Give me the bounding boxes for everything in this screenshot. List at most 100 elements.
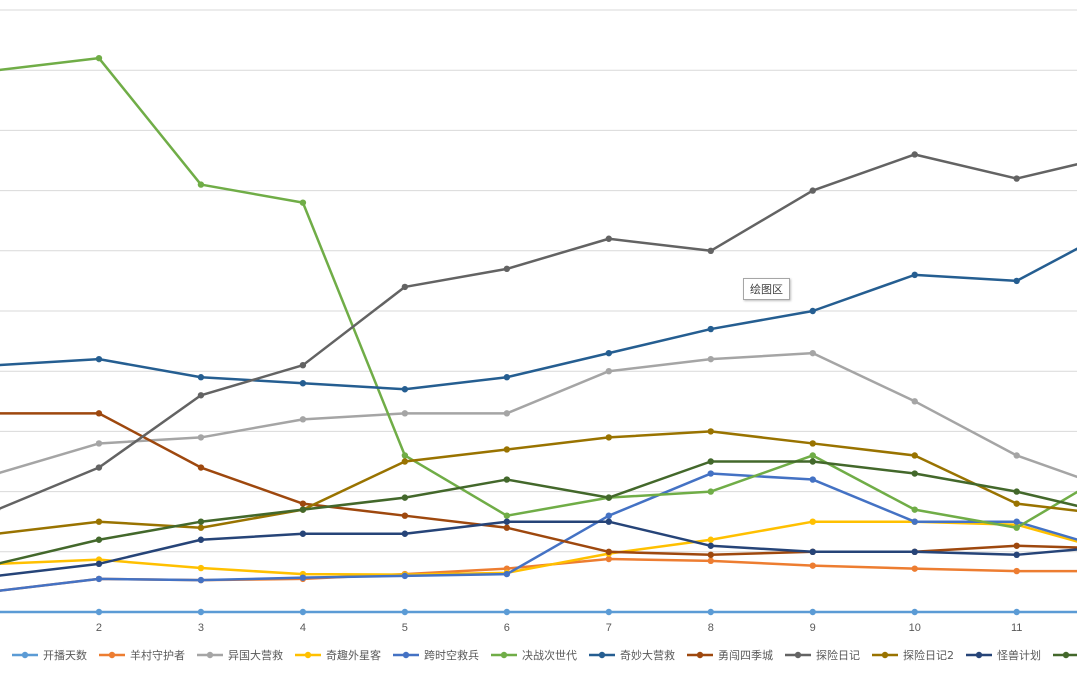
data-point xyxy=(707,470,714,477)
data-point xyxy=(911,608,918,616)
x-tick-label: 10 xyxy=(909,622,921,634)
legend-item: 探险日记2 xyxy=(872,648,954,662)
legend-label: 奇趣外星客 xyxy=(326,648,381,662)
data-point xyxy=(911,452,918,459)
data-point xyxy=(707,355,714,363)
legend-marker xyxy=(794,651,802,659)
series-lines xyxy=(0,54,1077,616)
data-point xyxy=(911,470,918,477)
data-point xyxy=(401,608,409,616)
data-point xyxy=(95,560,103,568)
legend-marker xyxy=(206,651,214,659)
data-point xyxy=(911,518,918,525)
data-point xyxy=(1013,567,1020,575)
data-point xyxy=(299,199,307,206)
legend-item: 探险日记 xyxy=(785,648,860,662)
data-point xyxy=(911,548,918,555)
data-point xyxy=(911,271,918,279)
series-line xyxy=(0,460,1077,565)
legend-marker xyxy=(881,651,889,659)
series-6 xyxy=(0,54,1077,531)
legend-label: 探险日记 xyxy=(816,648,860,662)
legend-item: 开播天数 xyxy=(12,648,87,662)
data-point xyxy=(809,458,816,465)
data-point xyxy=(809,562,816,569)
legend-label: 异国大营救 xyxy=(228,648,283,662)
data-point xyxy=(503,374,511,381)
data-point xyxy=(1013,452,1020,459)
series-10 xyxy=(0,428,1077,535)
legend-label: 奇妙大营救 xyxy=(620,648,675,662)
data-point xyxy=(911,398,918,405)
x-tick-label: 4 xyxy=(300,622,306,634)
data-point xyxy=(1013,488,1020,495)
series-line xyxy=(0,153,1077,510)
x-axis-ticks: 1234567891011 xyxy=(0,622,1022,634)
data-point xyxy=(401,494,409,501)
data-point xyxy=(809,476,816,483)
data-point xyxy=(95,410,103,417)
data-point xyxy=(605,349,613,357)
data-point xyxy=(299,574,307,581)
legend-marker xyxy=(500,651,508,659)
data-point xyxy=(197,518,205,525)
data-point xyxy=(605,494,613,501)
data-point xyxy=(1013,500,1020,507)
series-11 xyxy=(0,518,1077,577)
series-line xyxy=(0,56,1077,529)
legend-label: 开播天数 xyxy=(43,648,87,662)
legend-label: 勇闯四季城 xyxy=(718,648,773,662)
data-point xyxy=(299,416,307,423)
data-point xyxy=(503,265,511,273)
x-tick-label: 5 xyxy=(402,622,408,634)
data-point xyxy=(95,54,103,62)
legend-marker xyxy=(21,651,29,659)
data-point xyxy=(809,349,816,357)
data-point xyxy=(503,410,511,417)
data-point xyxy=(299,500,307,507)
data-point xyxy=(809,452,816,459)
data-point xyxy=(911,565,918,572)
series-1 xyxy=(0,608,1077,616)
data-point xyxy=(809,608,816,616)
x-tick-label: 7 xyxy=(606,622,612,634)
legend-item: 决战次世代 xyxy=(491,648,577,662)
data-point xyxy=(707,458,714,465)
series-5 xyxy=(0,470,1077,593)
data-point xyxy=(707,488,714,495)
legend-item: 奇妙大营救 xyxy=(589,648,675,662)
data-point xyxy=(707,428,714,435)
data-point xyxy=(401,283,409,291)
data-point xyxy=(605,555,613,563)
data-point xyxy=(197,608,205,616)
data-point xyxy=(605,512,613,519)
data-point xyxy=(95,575,103,583)
data-point xyxy=(95,355,103,363)
data-point xyxy=(401,386,409,393)
data-point xyxy=(1013,518,1020,525)
legend-item: 异国大营救 xyxy=(197,648,283,662)
series-line xyxy=(0,520,1077,577)
data-point xyxy=(95,608,103,616)
data-point xyxy=(605,548,613,555)
data-point xyxy=(605,434,613,441)
legend-item: 羊村守护者 xyxy=(99,648,185,662)
data-point xyxy=(707,608,714,616)
data-point xyxy=(401,572,409,580)
data-point xyxy=(605,235,613,242)
data-point xyxy=(503,512,511,519)
data-point xyxy=(911,151,918,158)
legend-item: 勇闯四季城 xyxy=(687,648,773,662)
data-point xyxy=(503,608,511,616)
legend-marker xyxy=(598,651,606,659)
data-point xyxy=(503,446,511,453)
data-point xyxy=(95,536,103,543)
legend-label: 羊村守护者 xyxy=(130,648,185,662)
series-line xyxy=(0,247,1077,391)
series-line xyxy=(0,430,1077,535)
data-point xyxy=(197,576,205,584)
x-tick-label: 3 xyxy=(198,622,204,634)
data-point xyxy=(707,247,714,254)
legend-marker xyxy=(1062,651,1070,659)
